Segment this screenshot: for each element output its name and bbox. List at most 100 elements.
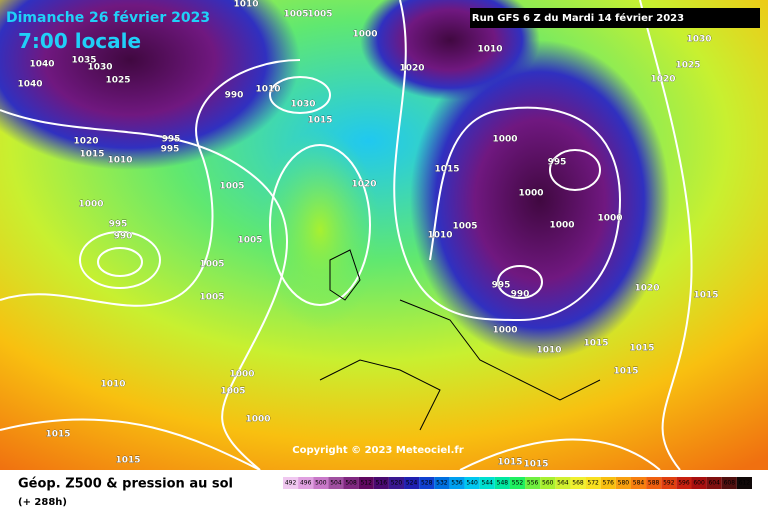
color-scale-label: 532 bbox=[436, 480, 448, 487]
isobar-label: 1020 bbox=[73, 137, 98, 147]
isobar-label: 1015 bbox=[613, 367, 638, 377]
color-scale-box bbox=[661, 477, 677, 489]
isobar-label: 1005 bbox=[307, 10, 332, 20]
isobar-label: 1000 bbox=[492, 326, 517, 336]
color-scale-box bbox=[494, 477, 510, 489]
isobar-label: 1020 bbox=[650, 75, 675, 85]
isobar-label: 1030 bbox=[87, 63, 112, 73]
isobar-label: 1010 bbox=[107, 156, 132, 166]
isobar-label: 1040 bbox=[29, 60, 54, 70]
color-scale-box bbox=[449, 477, 465, 489]
color-scale-label: 552 bbox=[512, 480, 524, 487]
color-scale-label: 608 bbox=[724, 480, 736, 487]
color-scale-label: 504 bbox=[330, 480, 342, 487]
isobar-label: 1005 bbox=[219, 182, 244, 192]
color-scale-box bbox=[343, 477, 359, 489]
color-scale-box bbox=[615, 477, 631, 489]
color-scale-box bbox=[525, 477, 541, 489]
color-scale-label: 584 bbox=[633, 480, 645, 487]
isobar-label: 1010 bbox=[255, 85, 280, 95]
copyright: Copyright © 2023 Meteociel.fr bbox=[292, 445, 463, 456]
color-scale-label: 512 bbox=[360, 480, 372, 487]
color-scale-label: 596 bbox=[678, 480, 690, 487]
isobars bbox=[0, 0, 692, 470]
color-scale-box bbox=[358, 477, 374, 489]
isobar-label: 1010 bbox=[100, 380, 125, 390]
isobar-label: 995 bbox=[109, 220, 128, 230]
color-scale-box bbox=[313, 477, 329, 489]
color-scale-label: 516 bbox=[376, 480, 388, 487]
isobar-label: 995 bbox=[492, 281, 511, 291]
run-box bbox=[470, 8, 760, 28]
isobar-label: 1015 bbox=[115, 456, 140, 466]
color-scale-box bbox=[691, 477, 707, 489]
isobar-label: 1015 bbox=[583, 339, 608, 349]
color-scale-box bbox=[600, 477, 616, 489]
isobar-label: 1000 bbox=[78, 200, 103, 210]
isobar-label: 990 bbox=[511, 290, 530, 300]
isobar-label: 1005 bbox=[220, 387, 245, 397]
isobar-label: 1005 bbox=[199, 293, 224, 303]
color-scale-box bbox=[706, 477, 722, 489]
isobar-label: 1015 bbox=[307, 116, 332, 126]
ridge-area bbox=[260, 130, 380, 330]
isobar-label: 995 bbox=[161, 145, 180, 155]
color-scale-label: 580 bbox=[618, 480, 630, 487]
isobar-label: 1015 bbox=[79, 150, 104, 160]
isobar-label: 1000 bbox=[492, 135, 517, 145]
lead-time: (+ 288h) bbox=[18, 497, 67, 508]
isobar-label: 1020 bbox=[634, 284, 659, 294]
isobar-label: 995 bbox=[548, 158, 567, 168]
color-scale-label: 568 bbox=[572, 480, 584, 487]
isobar-label: 1025 bbox=[105, 76, 130, 86]
isobar-label: 1005 bbox=[199, 260, 224, 270]
color-scale-box bbox=[434, 477, 450, 489]
color-scale-box bbox=[736, 477, 752, 489]
isobar-label: 1040 bbox=[17, 80, 42, 90]
color-scale-label: 564 bbox=[557, 480, 569, 487]
isobar-label: 1015 bbox=[523, 460, 548, 470]
isobar-label: 1030 bbox=[686, 35, 711, 45]
isobar-label: 1035 bbox=[71, 56, 96, 66]
isobar-label: 1010 bbox=[477, 45, 502, 55]
color-scale-box bbox=[283, 477, 299, 489]
isobar-label: 1010 bbox=[536, 346, 561, 356]
color-scale-box bbox=[404, 477, 420, 489]
isobar-label: 1015 bbox=[629, 344, 654, 354]
isobar-label: 1000 bbox=[518, 189, 543, 199]
isobar-label: 990 bbox=[225, 91, 244, 101]
color-scale-box bbox=[373, 477, 389, 489]
run-info: Run GFS 6 Z du Mardi 14 février 2023 bbox=[472, 12, 684, 24]
color-scale-box bbox=[555, 477, 571, 489]
isobar-label: 1005 bbox=[452, 222, 477, 232]
color-scale-label: 576 bbox=[603, 480, 615, 487]
color-scale-label: 492 bbox=[285, 480, 297, 487]
color-scale-box bbox=[540, 477, 556, 489]
isobar-label: 995 bbox=[162, 135, 181, 145]
isobar-label: 1015 bbox=[45, 430, 70, 440]
color-scale-label: 588 bbox=[648, 480, 660, 487]
color-scale-label: 536 bbox=[451, 480, 463, 487]
isobar-label: 1015 bbox=[434, 165, 459, 175]
date: Dimanche 26 février 2023 bbox=[6, 10, 210, 26]
color-scale-label: 544 bbox=[482, 480, 494, 487]
color-scale-label: 612 bbox=[739, 480, 751, 487]
color-scale-box bbox=[479, 477, 495, 489]
color-scale-label: 572 bbox=[587, 480, 599, 487]
color-scale-label: 500 bbox=[315, 480, 327, 487]
isobar-label: 1020 bbox=[351, 180, 376, 190]
isobar-label: 1015 bbox=[497, 458, 522, 468]
color-scale-box bbox=[676, 477, 692, 489]
color-scale-label: 520 bbox=[391, 480, 403, 487]
color-scale-label: 548 bbox=[497, 480, 509, 487]
color-scale-box bbox=[630, 477, 647, 489]
color-scale-box bbox=[721, 477, 737, 489]
isobar-label: 1015 bbox=[693, 291, 718, 301]
isobar-label: 1020 bbox=[399, 64, 424, 74]
color-scale-label: 540 bbox=[466, 480, 478, 487]
color-scale-box bbox=[585, 477, 601, 489]
color-scale-box bbox=[388, 477, 405, 489]
time: 7:00 locale bbox=[18, 29, 141, 53]
isobar-label: 1005 bbox=[237, 236, 262, 246]
